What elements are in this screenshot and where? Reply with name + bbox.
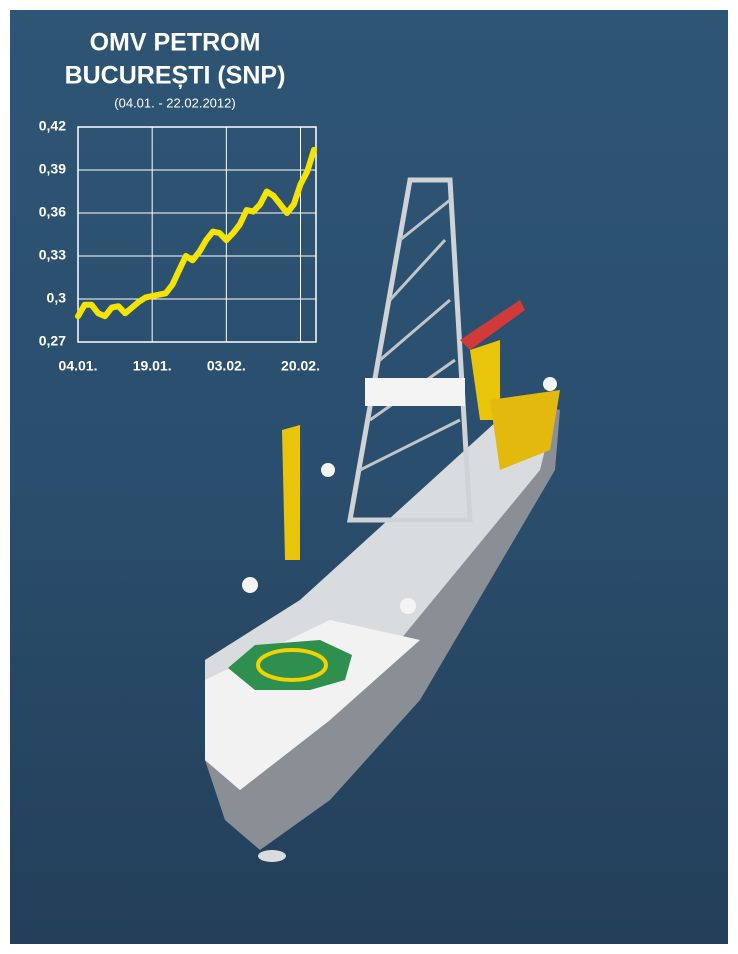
chart-subtitle: (04.01. - 22.02.2012)	[114, 95, 235, 110]
x-tick-label: 19.01.	[133, 358, 172, 374]
price-line	[75, 146, 317, 320]
sea-photo	[10, 10, 728, 944]
chart-title: BUCUREȘTI (SNP)	[65, 62, 286, 90]
chart-title: OMV PETROM	[90, 29, 261, 57]
y-tick-label: 0,33	[39, 247, 66, 263]
ship	[205, 177, 560, 862]
x-tick-label: 04.01.	[59, 358, 98, 374]
y-tick-label: 0,39	[39, 161, 66, 177]
y-tick-label: 0,27	[39, 333, 66, 349]
y-tick-label: 0,3	[47, 290, 67, 306]
x-tick-label: 20.02.	[281, 358, 320, 374]
y-tick-label: 0,36	[39, 204, 66, 220]
x-tick-label: 03.02.	[207, 358, 246, 374]
y-tick-label: 0,42	[39, 118, 66, 134]
plot-frame	[77, 126, 317, 343]
